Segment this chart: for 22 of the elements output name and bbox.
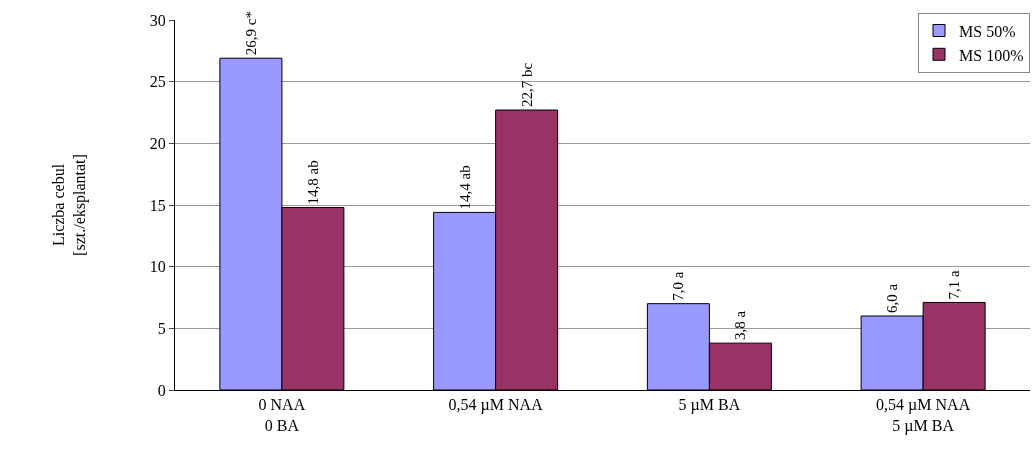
data-label: 6,0 a xyxy=(884,283,901,313)
x-tick-label: 0 NAA 0 BA xyxy=(258,396,306,434)
x-tick-label: 0,54 µM NAA xyxy=(448,396,544,415)
y-tick-label: 20 xyxy=(149,134,166,152)
y-tick-label: 15 xyxy=(149,196,166,214)
data-label: 14,4 ab xyxy=(456,165,473,210)
data-label: 22,7 bc xyxy=(518,62,535,108)
y-tick-label: 0 xyxy=(157,381,166,399)
y-tick-label: 10 xyxy=(149,258,166,276)
data-label: 14,8 ab xyxy=(304,160,321,205)
y-tick-label: 5 xyxy=(157,319,166,337)
data-label: 7,0 a xyxy=(670,271,687,301)
y-axis-title: Liczba cebul [szt./eksplantat] xyxy=(49,154,89,256)
y-tick-label: 25 xyxy=(149,73,166,91)
data-label: 3,8 a xyxy=(732,310,749,341)
x-tick-label: 5 µM BA xyxy=(678,396,741,415)
x-tick-label: 0,54 µM NAA 5 µM BA xyxy=(876,396,971,435)
legend-label: MS 100% xyxy=(959,46,1024,64)
data-label: 7,1 a xyxy=(946,269,963,300)
data-label: 26,9 c* xyxy=(242,11,259,56)
y-tick-label: 30 xyxy=(149,11,166,29)
legend-label: MS 50% xyxy=(959,22,1016,40)
